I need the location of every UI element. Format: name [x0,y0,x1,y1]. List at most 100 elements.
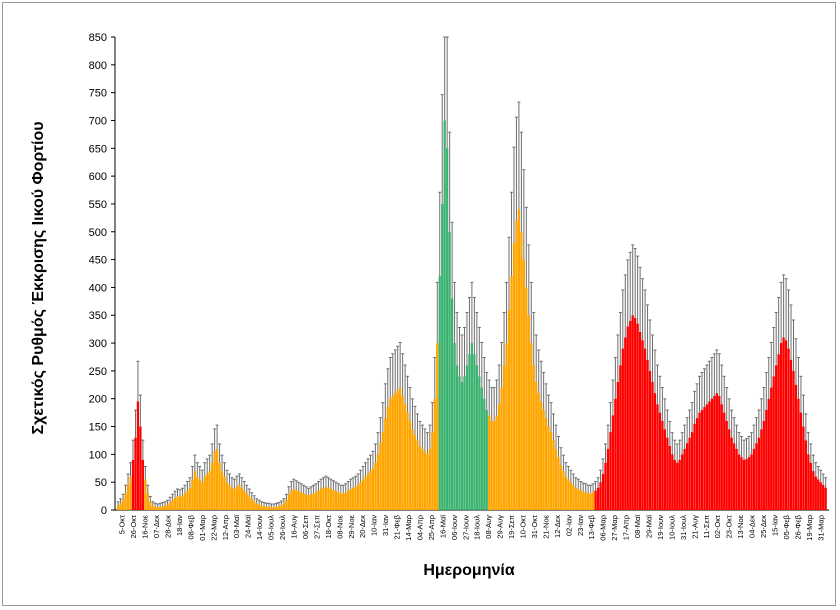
x-tick-label: 06-Μαρ [599,515,608,541]
x-tick-label: 5-Οκτ [118,515,127,534]
bar [540,401,543,510]
bar [678,459,681,510]
bar [193,471,196,510]
x-tick-label: 06-Σεπ [301,515,310,539]
bar [552,440,555,510]
y-tick-label: 300 [89,338,107,350]
bar [206,473,209,510]
bar [762,420,765,510]
x-tick-label: 10-Ιουλ [667,515,676,540]
bar [334,491,337,510]
bar [493,420,496,510]
bar [710,398,714,510]
x-tick-label: 26-Φεβ [793,514,802,539]
bar [230,487,234,510]
bar [171,499,174,510]
bar [438,276,441,510]
bar [156,507,159,510]
x-tick-label: 26-Ιουλ [278,515,287,540]
bar [676,462,679,510]
bar [314,492,318,510]
bar [213,451,216,510]
bar [530,343,533,510]
bar [374,462,377,510]
bar [775,365,778,510]
x-tick-label: 29-Αυγ [496,515,505,539]
bar [483,398,486,510]
bar [614,398,617,510]
bar [159,506,162,510]
bar [760,429,763,510]
bar [554,448,558,510]
x-tick-label: 11-Σεπ [702,515,711,538]
bar [458,376,461,510]
x-tick-label: 31-Μαρ [816,515,825,541]
bar [267,506,271,510]
x-tick-label: 05-Ιουλ [267,515,276,540]
y-tick-label: 700 [89,115,107,127]
x-tick-label: 15-Ιαν [770,515,779,536]
bar [332,489,335,510]
bar [342,493,345,510]
bar [621,348,624,510]
bar [181,495,184,510]
bar [658,412,662,510]
bar [663,429,666,510]
bar [347,490,350,510]
bar [740,457,743,510]
bar [297,491,300,510]
bar [129,476,132,510]
bar [596,487,600,510]
y-tick-label: 650 [89,143,107,155]
bar [685,443,689,510]
y-tick-labels: 0 50 100 150 200 250 300 350 400 450 500 550 600 650 7… [89,32,115,517]
bar [253,501,256,510]
bar [572,484,575,510]
y-tick-label: 850 [89,32,107,44]
bar [468,354,471,510]
x-tick-label: 08-Αυγ [484,515,493,539]
bar [166,504,169,510]
x-tick-label: 08-Φεβ [186,514,195,539]
y-tick-label: 200 [89,394,107,406]
y-tick-label: 750 [89,88,107,100]
bar [814,476,817,510]
bar [260,505,263,510]
bar [302,493,305,510]
bar [720,404,723,510]
bar [549,432,553,510]
bar [505,343,508,510]
bar [448,231,451,510]
bar [577,488,580,510]
bar [144,479,147,510]
bar [352,487,355,510]
x-tick-label: 21-Αυγ [690,515,699,539]
bar [391,395,394,510]
bar [220,471,224,510]
bar [792,370,795,510]
bar [124,493,127,510]
x-tick-label: 27-Ιουν [461,515,470,540]
bar [223,476,226,510]
bar [502,365,506,510]
x-tick-label: 17-Απρ [622,515,631,540]
bar [587,493,590,510]
bars-group [117,120,827,511]
bar [339,493,342,510]
bar [446,148,449,511]
bar [381,432,384,510]
bar [406,412,409,510]
bar [292,488,295,510]
x-tick-label: 19-Μαρ [805,515,814,541]
bar [715,393,718,510]
bar [460,382,464,510]
bar [730,437,733,510]
x-tick-label: 27-Μαρ [610,515,619,541]
x-tick-labels: 5-Οκτ 26-Οκτ 16-Νοε 07-Δεκ 28-Δεκ 18-Ιαν 08-Φε… [118,514,826,540]
bar [356,484,360,510]
bar [619,365,622,510]
x-tick-label: 01-Μαρ [198,515,207,541]
x-tick-label: 19-Ιουν [656,515,665,540]
bar [485,409,488,510]
bar [426,454,429,510]
